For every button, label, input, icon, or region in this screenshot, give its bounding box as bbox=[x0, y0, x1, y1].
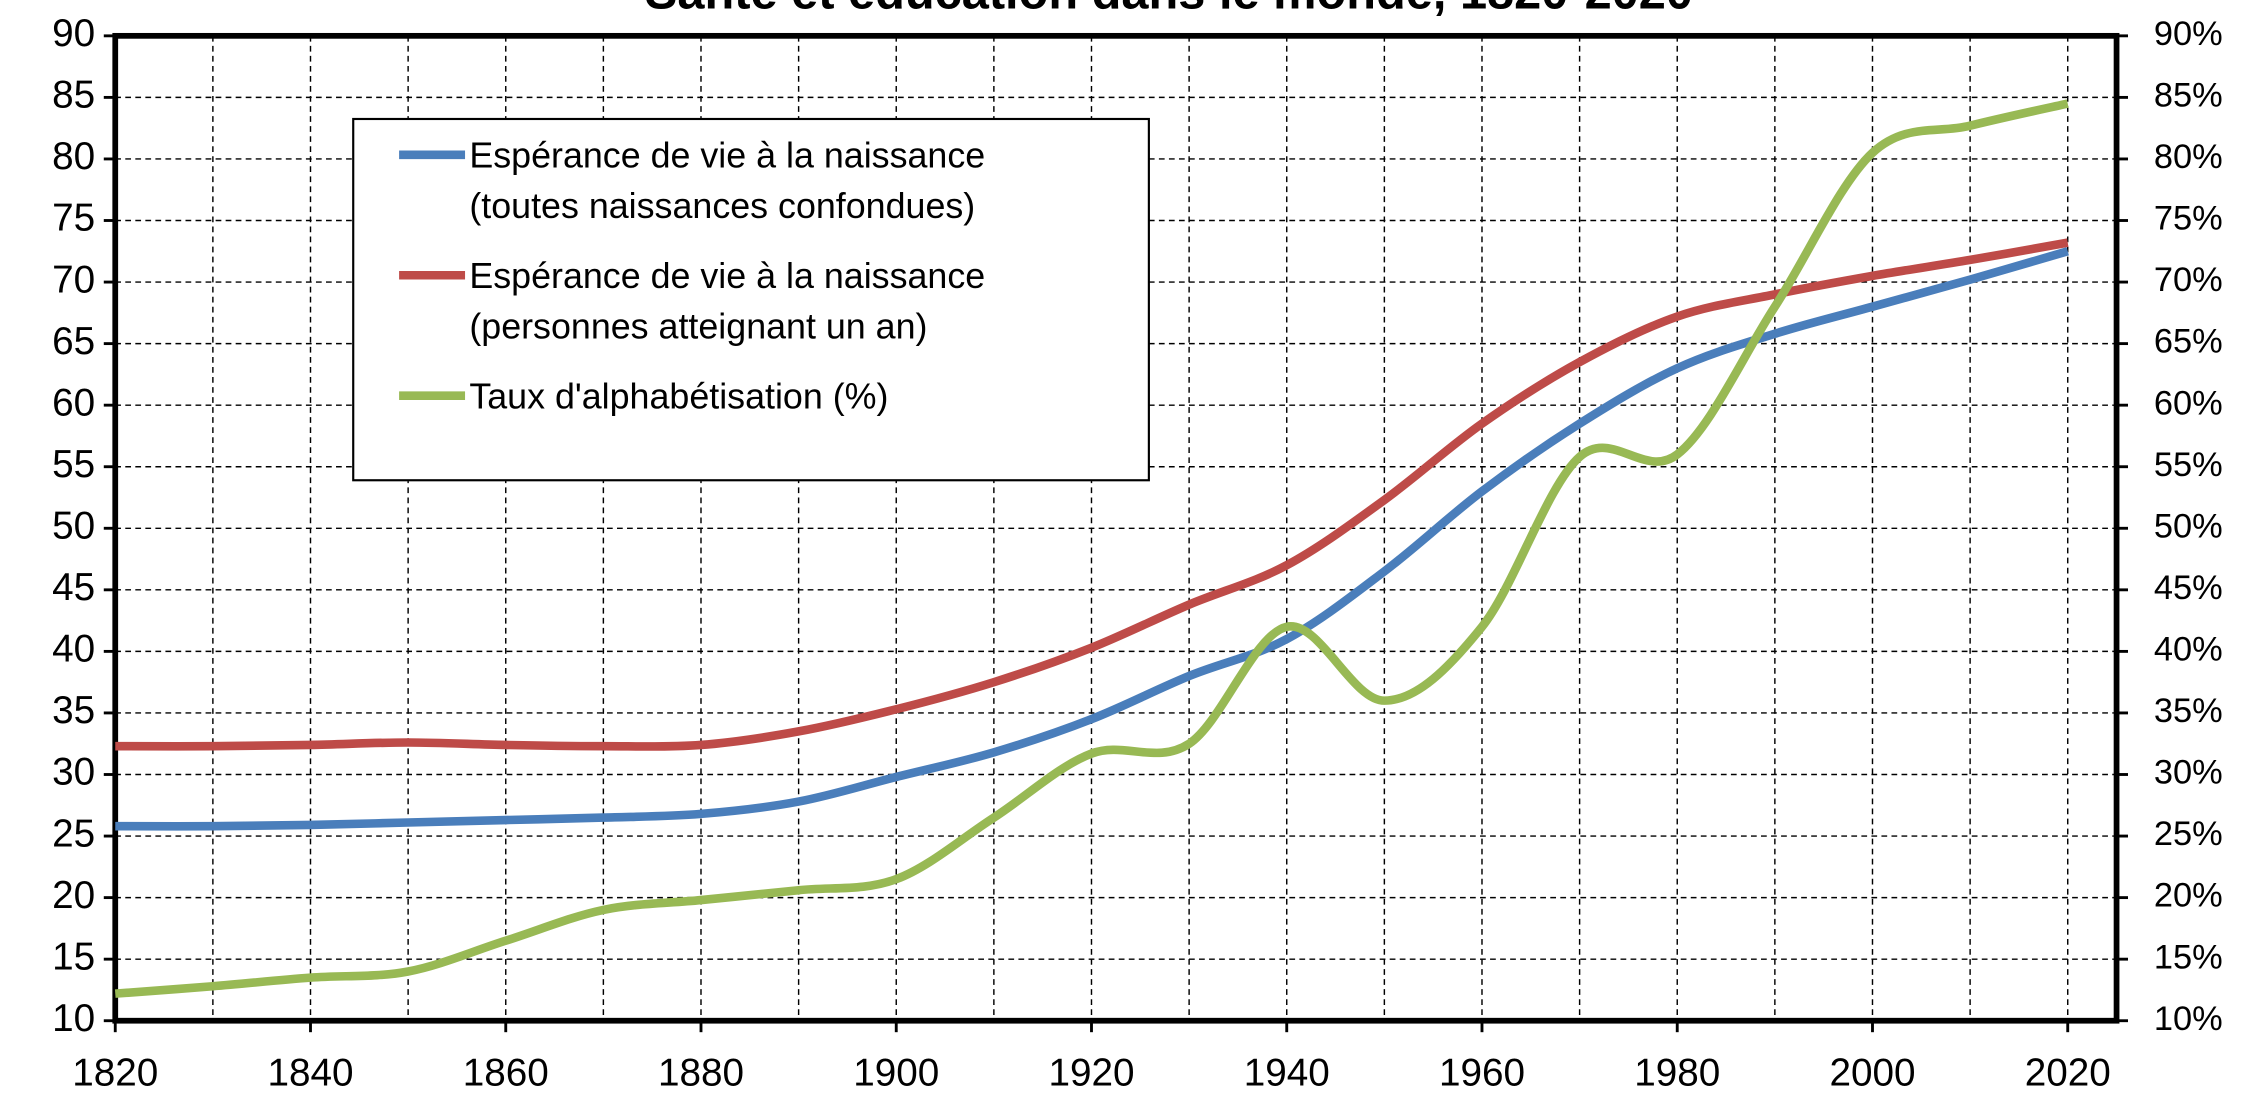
y-tick-label: 45 bbox=[52, 566, 95, 609]
legend-label: Espérance de vie à la naissance (toutes n… bbox=[469, 136, 985, 226]
y-tick-label: 60 bbox=[52, 381, 95, 424]
series-line bbox=[115, 238, 2069, 751]
x-tick-label: 1940 bbox=[1244, 1051, 1330, 1094]
y-tick-label: 50 bbox=[52, 504, 95, 547]
y-tick-label: 10 bbox=[52, 997, 95, 1040]
x-tick-label: 1880 bbox=[658, 1051, 744, 1094]
y-tick-label: 55 bbox=[52, 443, 95, 486]
legend-box bbox=[352, 117, 1150, 482]
y2-tick-label: 50% bbox=[2154, 507, 2223, 545]
y-tick-label: 35 bbox=[52, 689, 95, 732]
x-tick-label: 1820 bbox=[72, 1051, 158, 1094]
x-tick-label: 2020 bbox=[2025, 1051, 2111, 1094]
y-tick-label: 80 bbox=[52, 135, 95, 178]
x-tick-label: 1860 bbox=[463, 1051, 549, 1094]
y2-tick-label: 20% bbox=[2154, 877, 2223, 915]
y2-tick-label: 85% bbox=[2154, 76, 2223, 114]
y2-tick-label: 60% bbox=[2154, 384, 2223, 422]
x-tick-label: 2000 bbox=[1829, 1051, 1915, 1094]
y2-tick-label: 80% bbox=[2154, 138, 2223, 176]
y-tick-label: 70 bbox=[52, 258, 95, 301]
y-tick-label: 75 bbox=[52, 197, 95, 240]
y2-tick-label: 35% bbox=[2154, 692, 2223, 730]
y2-tick-label: 10% bbox=[2154, 1000, 2223, 1038]
y2-tick-label: 25% bbox=[2154, 815, 2223, 853]
x-tick-label: 1980 bbox=[1634, 1051, 1720, 1094]
legend-label: Taux d'alphabétisation (%) bbox=[469, 377, 888, 417]
y-tick-label: 15 bbox=[52, 935, 95, 978]
y-tick-label: 85 bbox=[52, 74, 95, 117]
chart-title: Santé et éducation dans le monde, 1820-2… bbox=[645, 0, 1693, 20]
y2-tick-label: 40% bbox=[2154, 630, 2223, 668]
y2-tick-label: 75% bbox=[2154, 200, 2223, 238]
y-tick-label: 20 bbox=[52, 874, 95, 917]
y2-tick-label: 90% bbox=[2154, 15, 2223, 53]
y2-tick-label: 70% bbox=[2154, 261, 2223, 299]
x-tick-label: 1960 bbox=[1439, 1051, 1525, 1094]
x-tick-label: 1920 bbox=[1048, 1051, 1134, 1094]
y2-tick-label: 15% bbox=[2154, 938, 2223, 976]
y2-tick-label: 65% bbox=[2154, 323, 2223, 361]
y-tick-label: 25 bbox=[52, 812, 95, 855]
y2-tick-label: 30% bbox=[2154, 754, 2223, 792]
y-tick-label: 65 bbox=[52, 320, 95, 363]
y-tick-label: 90 bbox=[52, 12, 95, 55]
y-tick-label: 30 bbox=[52, 751, 95, 794]
legend-label: Espérance de vie à la naissance (personne… bbox=[469, 256, 985, 346]
x-tick-label: 1840 bbox=[267, 1051, 353, 1094]
series-line bbox=[114, 99, 2069, 998]
plot-frame bbox=[112, 32, 2120, 1024]
y2-tick-label: 45% bbox=[2154, 569, 2223, 607]
x-tick-label: 1900 bbox=[853, 1051, 939, 1094]
y2-tick-label: 55% bbox=[2154, 446, 2223, 484]
y-tick-label: 40 bbox=[52, 628, 95, 671]
